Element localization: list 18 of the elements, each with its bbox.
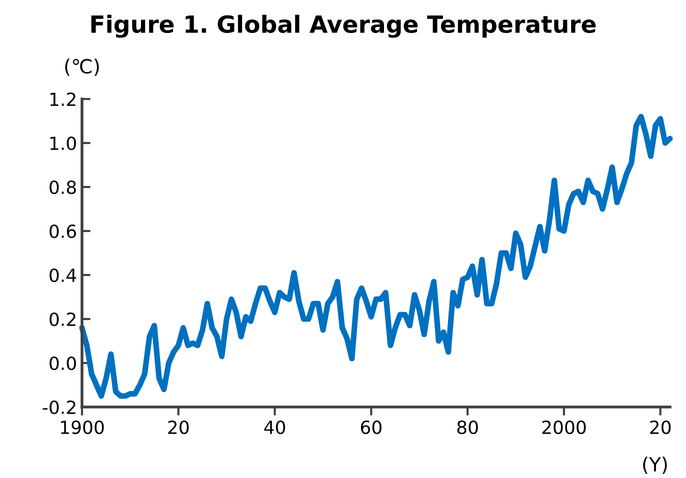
y-tick-label: 0.0 (50, 356, 76, 370)
y-tick-label: 0.6 (50, 224, 76, 238)
y-tick-label: 0.2 (50, 312, 76, 326)
x-tick-label: 80 (457, 420, 478, 434)
y-tick-label: 1.2 (50, 92, 76, 106)
x-axis-title: (Y) (643, 456, 667, 474)
y-tick-label: 0.8 (50, 180, 76, 194)
chart-title: Figure 1. Global Average Temperature (91, 14, 596, 38)
x-tick-label: 60 (360, 420, 382, 434)
y-tick-label: 1.0 (50, 136, 76, 150)
x-tick-label: 2000 (542, 420, 586, 434)
x-tick-label: 40 (264, 420, 286, 434)
y-tick-label: 0.4 (50, 268, 76, 282)
y-axis-title: (℃) (65, 58, 99, 76)
y-tick-label: -0.2 (42, 400, 76, 414)
x-tick-label: 20 (650, 420, 671, 434)
x-tick-label: 20 (168, 420, 189, 434)
x-tick-label: 1900 (61, 420, 104, 434)
